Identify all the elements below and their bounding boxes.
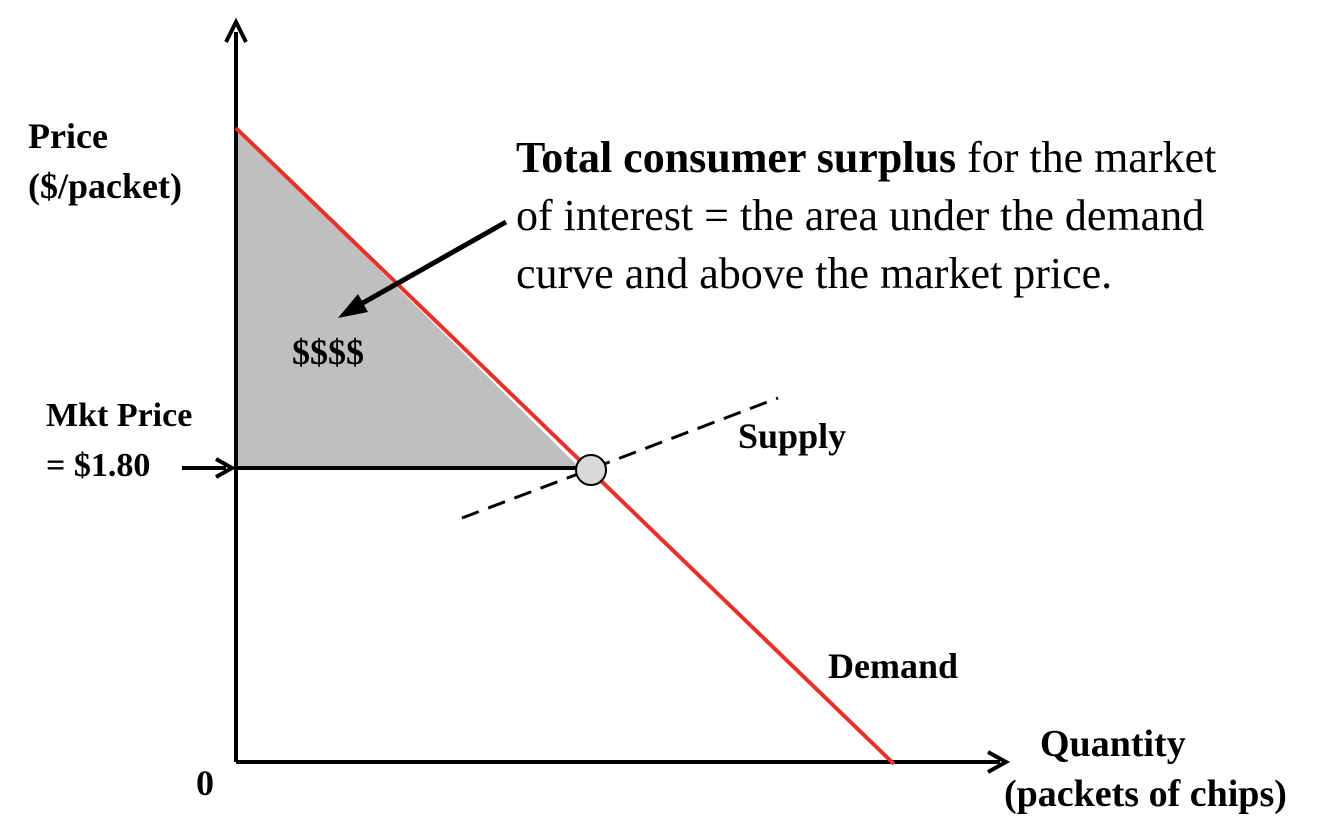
surplus-area-label: $$$$ — [292, 332, 364, 372]
market-price-arrowhead — [215, 457, 237, 479]
y-axis-label-line1: Price — [28, 116, 108, 156]
annotation-line1-rest: for the market — [956, 133, 1216, 182]
y-axis-label-line2: ($/packet) — [28, 166, 182, 206]
annotation-bold: Total consumer surplus — [516, 133, 956, 182]
annotation-line2: of interest = the area under the demand — [516, 191, 1204, 240]
demand-curve — [234, 126, 896, 766]
supply-curve — [461, 396, 779, 520]
x-axis-label-line1: Quantity — [1040, 723, 1186, 765]
y-axis-arrowhead — [224, 17, 248, 43]
annotation-arrowhead — [338, 294, 368, 318]
market-price-label-line2: = $1.80 — [46, 447, 150, 484]
annotation-line1: Total consumer surplus for the market — [516, 133, 1216, 182]
x-axis-label-line2: (packets of chips) — [1004, 773, 1287, 815]
equilibrium-point — [575, 454, 607, 486]
x-axis-arrowhead — [987, 750, 1011, 774]
annotation-line3: curve and above the market price. — [516, 249, 1112, 298]
demand-label: Demand — [828, 646, 958, 686]
supply-label: Supply — [738, 416, 846, 456]
annotation-arrow — [352, 219, 508, 311]
market-price-label-line1: Mkt Price — [46, 397, 192, 434]
origin-label: 0 — [196, 763, 214, 803]
